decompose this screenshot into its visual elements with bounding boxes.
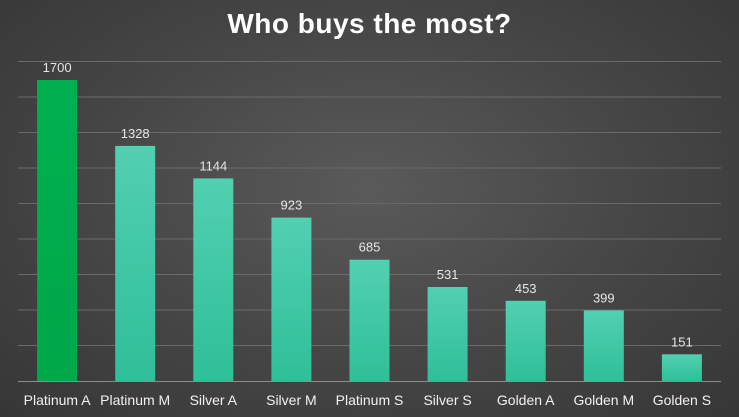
bar-golden-m	[583, 310, 624, 381]
x-tick-label: Silver A	[190, 392, 238, 408]
x-tick-label: Silver S	[423, 392, 471, 408]
bar-golden-s	[661, 354, 702, 381]
x-tick-label: Silver M	[266, 392, 317, 408]
bar-golden-a	[505, 300, 546, 381]
chart-title: Who buys the most?	[227, 8, 512, 39]
data-label: 923	[281, 198, 303, 213]
data-label: 1144	[199, 158, 227, 173]
bar-silver-a	[193, 178, 234, 381]
labels: 1700 Platinum A 1328 Platinum M 1144 Silver A…	[24, 60, 711, 408]
x-tick-label: Platinum M	[100, 392, 170, 408]
data-label: 151	[671, 334, 693, 349]
x-tick-label: Golden S	[653, 392, 711, 408]
bars	[37, 80, 702, 381]
data-label: 1328	[121, 126, 150, 141]
bar-silver-s	[427, 287, 468, 381]
bar-silver-m	[271, 217, 312, 381]
data-label: 685	[359, 240, 381, 255]
x-tick-label: Platinum S	[336, 392, 404, 408]
data-label: 453	[515, 281, 537, 296]
bar-platinum-a	[37, 80, 78, 381]
x-tick-label: Golden A	[497, 392, 555, 408]
data-label: 531	[437, 267, 459, 282]
data-label: 1700	[43, 60, 72, 75]
data-label: 399	[593, 290, 615, 305]
bar-platinum-s	[349, 259, 390, 381]
bar-platinum-m	[115, 145, 156, 381]
x-tick-label: Platinum A	[24, 392, 92, 408]
x-tick-label: Golden M	[573, 392, 634, 408]
